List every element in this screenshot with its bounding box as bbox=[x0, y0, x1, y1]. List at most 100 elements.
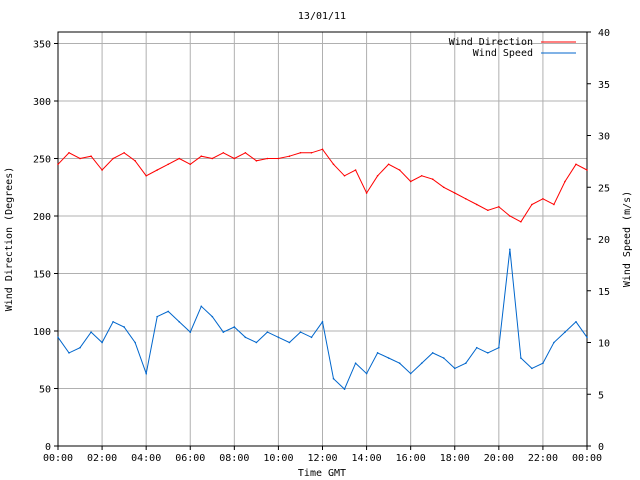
y-left-tick-label: 200 bbox=[33, 212, 51, 223]
legend-label-wind-direction: Wind Direction bbox=[449, 37, 533, 48]
data-point-wind-direction bbox=[542, 197, 544, 200]
y-right-tick-label: 25 bbox=[598, 183, 610, 194]
x-tick-label: 00:00 bbox=[572, 453, 602, 464]
data-point-wind-speed bbox=[299, 331, 302, 333]
y-left-tick-label: 250 bbox=[33, 155, 51, 166]
data-point-wind-direction bbox=[156, 169, 158, 171]
chart-title: 13/01/11 bbox=[298, 11, 346, 22]
y-right-tick-label: 35 bbox=[598, 80, 610, 91]
data-point-wind-speed bbox=[553, 341, 555, 344]
data-point-wind-speed bbox=[123, 326, 125, 328]
data-point-wind-direction bbox=[321, 148, 324, 151]
data-point-wind-direction bbox=[475, 203, 478, 206]
x-tick-label: 00:00 bbox=[43, 453, 73, 464]
data-point-wind-speed bbox=[288, 341, 291, 344]
data-point-wind-direction bbox=[498, 206, 500, 208]
data-point-wind-speed bbox=[475, 346, 478, 349]
data-point-wind-direction bbox=[409, 180, 412, 183]
data-point-wind-direction bbox=[564, 180, 566, 183]
data-point-wind-speed bbox=[387, 357, 390, 359]
data-point-wind-speed bbox=[420, 362, 423, 365]
data-point-wind-direction bbox=[222, 151, 225, 154]
data-point-wind-speed bbox=[178, 321, 181, 323]
legend: Wind Direction Wind Speed bbox=[449, 37, 576, 59]
x-tick-label: 14:00 bbox=[352, 453, 382, 464]
data-point-wind-speed bbox=[112, 321, 114, 323]
data-point-wind-speed bbox=[354, 362, 357, 365]
gridlines bbox=[57, 32, 588, 447]
data-point-wind-speed bbox=[376, 352, 379, 354]
data-point-wind-direction bbox=[288, 155, 291, 157]
data-point-wind-speed bbox=[542, 362, 544, 365]
data-point-wind-direction bbox=[101, 169, 103, 171]
data-point-wind-speed bbox=[222, 331, 225, 333]
series-layer bbox=[57, 148, 588, 390]
data-point-wind-speed bbox=[90, 331, 92, 333]
data-point-wind-speed bbox=[145, 372, 147, 375]
data-point-wind-speed bbox=[453, 367, 456, 370]
y-axis-right-label: Wind Speed (m/s) bbox=[622, 191, 633, 287]
data-point-wind-direction bbox=[178, 157, 181, 160]
data-point-wind-direction bbox=[233, 157, 236, 160]
data-point-wind-direction bbox=[277, 157, 280, 160]
data-point-wind-speed bbox=[101, 341, 103, 344]
data-point-wind-speed bbox=[431, 352, 434, 354]
data-point-wind-speed bbox=[442, 357, 445, 359]
data-point-wind-direction bbox=[79, 157, 81, 160]
data-point-wind-speed bbox=[255, 341, 258, 344]
y-left-tick-label: 50 bbox=[39, 385, 51, 396]
data-point-wind-speed bbox=[233, 326, 236, 328]
data-point-wind-direction bbox=[586, 169, 588, 171]
data-point-wind-direction bbox=[354, 169, 357, 171]
data-point-wind-speed bbox=[189, 331, 192, 333]
data-point-wind-speed bbox=[134, 341, 136, 344]
y-right-tick-label: 15 bbox=[598, 287, 610, 298]
data-point-wind-direction bbox=[376, 174, 379, 177]
data-point-wind-speed bbox=[200, 305, 203, 308]
y-left-tick-label: 0 bbox=[45, 442, 51, 453]
data-point-wind-direction bbox=[112, 157, 114, 160]
data-point-wind-direction bbox=[487, 209, 489, 212]
x-tick-label: 22:00 bbox=[528, 453, 558, 464]
data-point-wind-direction bbox=[387, 163, 390, 166]
y-left-tick-label: 300 bbox=[33, 97, 51, 108]
data-point-wind-direction bbox=[255, 160, 258, 162]
x-tick-label: 10:00 bbox=[263, 453, 293, 464]
data-point-wind-speed bbox=[464, 362, 467, 365]
data-point-wind-direction bbox=[145, 174, 147, 177]
data-point-wind-speed bbox=[332, 377, 335, 380]
x-tick-label: 16:00 bbox=[396, 453, 426, 464]
data-point-wind-direction bbox=[167, 163, 170, 166]
data-point-wind-speed bbox=[564, 331, 566, 333]
data-point-wind-direction bbox=[365, 192, 368, 194]
data-point-wind-direction bbox=[244, 151, 247, 154]
left-axis-ticks: 0 50 100 150 200 250 300 350 bbox=[33, 40, 58, 453]
data-point-wind-direction bbox=[464, 197, 467, 200]
data-point-wind-speed bbox=[321, 321, 324, 323]
x-tick-label: 08:00 bbox=[219, 453, 249, 464]
data-point-wind-speed bbox=[409, 372, 412, 375]
x-tick-label: 12:00 bbox=[307, 453, 337, 464]
y-left-tick-label: 100 bbox=[33, 327, 51, 338]
data-point-wind-direction bbox=[90, 155, 92, 157]
data-point-wind-direction bbox=[299, 151, 302, 154]
data-point-wind-direction bbox=[189, 163, 192, 166]
x-tick-label: 02:00 bbox=[87, 453, 117, 464]
data-point-wind-direction bbox=[420, 174, 423, 177]
data-point-wind-speed bbox=[57, 336, 59, 339]
data-point-wind-speed bbox=[575, 321, 577, 323]
x-tick-label: 20:00 bbox=[484, 453, 514, 464]
y-right-tick-label: 40 bbox=[598, 28, 610, 39]
data-point-wind-direction bbox=[575, 163, 577, 166]
data-point-wind-direction bbox=[332, 163, 335, 166]
data-point-wind-direction bbox=[431, 178, 434, 180]
y-right-tick-label: 20 bbox=[598, 235, 610, 246]
y-right-tick-label: 10 bbox=[598, 339, 610, 350]
right-axis-ticks: 0 5 10 15 20 25 30 35 40 bbox=[587, 28, 610, 453]
data-point-wind-direction bbox=[453, 192, 456, 194]
x-tick-label: 18:00 bbox=[440, 453, 470, 464]
y-right-tick-label: 0 bbox=[598, 442, 604, 453]
data-point-wind-speed bbox=[520, 357, 522, 359]
data-point-wind-speed bbox=[487, 352, 489, 354]
